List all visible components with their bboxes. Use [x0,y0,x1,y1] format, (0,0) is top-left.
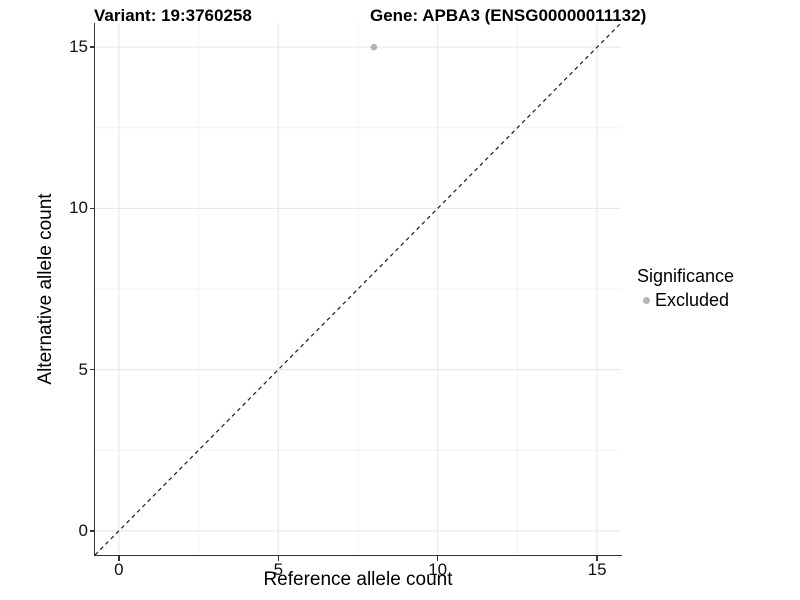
x-axis-line [93,555,622,557]
legend-item-excluded: Excluded [637,290,799,310]
legend-point-icon [643,296,650,304]
gene-title: Gene: APBA3 (ENSG00000011132) [370,6,647,25]
legend-item-label: Excluded [655,289,730,310]
y-tick-label: 0 [78,520,88,540]
x-tick-label: 10 [428,560,448,579]
y-tick-mark [89,46,95,48]
legend: Significance Excluded [637,266,799,310]
x-tick-label: 5 [273,560,284,579]
y-tick-label: 5 [78,359,88,379]
y-tick-label: 10 [69,198,88,218]
identity-dashed-line [95,23,621,555]
legend-title: Significance [637,266,735,286]
y-axis-line [93,23,96,556]
x-tick-mark [118,556,120,561]
y-tick-mark [89,368,95,371]
legend-items: Excluded [637,290,799,310]
x-tick-mark [436,556,439,561]
plot-panel [95,23,621,555]
x-tick-label: 15 [587,560,607,579]
y-tick-label: 15 [69,37,88,57]
x-tick-mark [277,556,279,561]
data-point-excluded [370,43,378,51]
y-axis-title: Alternative allele count [35,193,56,385]
x-axis-title: Reference allele count [263,569,453,590]
x-tick-mark [596,556,598,561]
variant-title: Variant: 19:3760258 [94,6,252,25]
y-tick-mark [89,207,95,210]
plot-canvas [95,23,621,555]
x-tick-label: 0 [114,560,124,579]
y-tick-mark [89,530,95,532]
